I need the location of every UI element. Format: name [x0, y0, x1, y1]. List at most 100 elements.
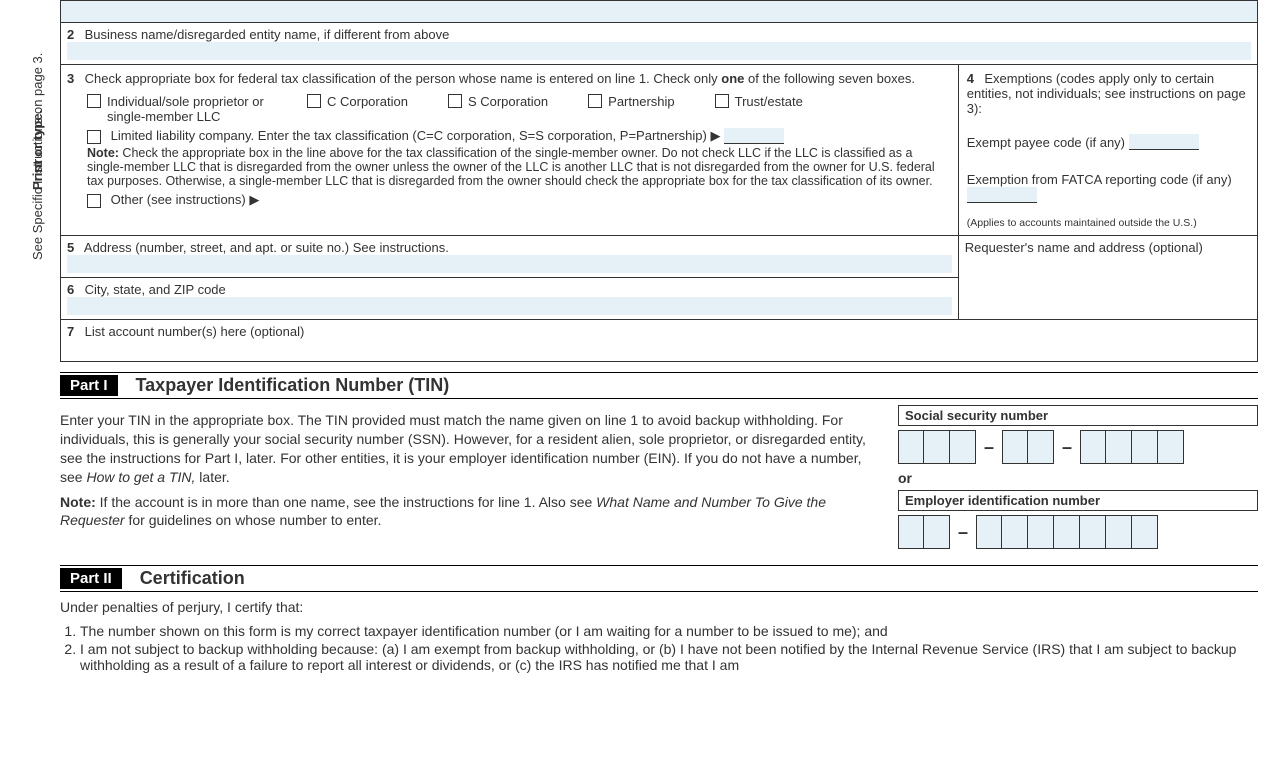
llc-note: Note: Check the appropriate box in the l…	[87, 146, 950, 188]
ein-boxes: –	[898, 515, 1258, 549]
ein-dash: –	[950, 522, 976, 543]
row6-input[interactable]	[67, 297, 952, 315]
ssn-label: Social security number	[898, 405, 1258, 426]
cbx-individual[interactable]	[87, 94, 101, 108]
ssn-dash1: –	[976, 437, 1002, 458]
row5-num: 5	[67, 240, 81, 255]
lbl-individual: Individual/sole proprietor or single-mem…	[107, 94, 267, 124]
fatca-applies: (Applies to accounts maintained outside …	[967, 217, 1249, 229]
ein-9[interactable]	[1132, 515, 1158, 549]
ssn-2[interactable]	[924, 430, 950, 464]
row2-input[interactable]	[67, 42, 1251, 60]
ssn-7[interactable]	[1106, 430, 1132, 464]
part1-para1-i: How to get a TIN,	[86, 469, 195, 485]
part1-note-b: Note:	[60, 494, 96, 510]
lbl-scorp: S Corporation	[468, 94, 548, 109]
row3-label-b: one	[721, 71, 744, 86]
part2-header: Part II Certification	[60, 565, 1258, 592]
ssn-4[interactable]	[1002, 430, 1028, 464]
exempt-payee-label: Exempt payee code (if any)	[967, 135, 1125, 150]
requester-cell: Requester's name and address (optional)	[958, 236, 1257, 320]
ein-2[interactable]	[924, 515, 950, 549]
row7-num: 7	[67, 324, 81, 339]
part2-title: Certification	[140, 568, 245, 589]
part1-body: Enter your TIN in the appropriate box. T…	[60, 405, 1258, 555]
row7-input[interactable]	[67, 339, 1251, 357]
row3-label-c: of the following seven boxes.	[744, 71, 915, 86]
ein-8[interactable]	[1106, 515, 1132, 549]
note-label: Note:	[87, 146, 119, 160]
row3-cell: 3 Check appropriate box for federal tax …	[61, 65, 959, 236]
row2-cell: 2 Business name/disregarded entity name,…	[61, 23, 1258, 65]
exempt-payee-input[interactable]	[1129, 134, 1199, 150]
other-row: Other (see instructions) ▶	[87, 192, 950, 208]
row4-num: 4	[967, 71, 981, 86]
ssn-dash2: –	[1054, 437, 1080, 458]
row5-label: Address (number, street, and apt. or sui…	[84, 240, 449, 255]
lbl-partnership: Partnership	[608, 94, 674, 109]
row6-label: City, state, and ZIP code	[85, 282, 226, 297]
row6-num: 6	[67, 282, 81, 297]
cert-1: The number shown on this form is my corr…	[80, 623, 1258, 639]
ssn-1[interactable]	[898, 430, 924, 464]
ssn-8[interactable]	[1132, 430, 1158, 464]
part1-header: Part I Taxpayer Identification Number (T…	[60, 372, 1258, 399]
ein-label: Employer identification number	[898, 490, 1258, 511]
row5-input[interactable]	[67, 255, 952, 273]
row5-cell: 5 Address (number, street, and apt. or s…	[61, 236, 959, 278]
lbl-ccorp: C Corporation	[327, 94, 408, 109]
or-label: or	[898, 470, 1258, 486]
row7-label: List account number(s) here (optional)	[85, 324, 305, 339]
form-upper-table: 2 Business name/disregarded entity name,…	[60, 0, 1258, 362]
row2-num: 2	[67, 27, 81, 42]
ssn-6[interactable]	[1080, 430, 1106, 464]
part1-title: Taxpayer Identification Number (TIN)	[136, 375, 450, 396]
row4-label: Exemptions (codes apply only to certain …	[967, 71, 1246, 116]
ein-3[interactable]	[976, 515, 1002, 549]
exempt-payee-row: Exempt payee code (if any)	[967, 134, 1249, 150]
side-instruction-b: Print or type.	[30, 110, 45, 190]
row3-label-a: Check appropriate box for federal tax cl…	[85, 71, 722, 86]
row7-cell: 7 List account number(s) here (optional)	[61, 320, 1258, 362]
llc-row: Limited liability company. Enter the tax…	[87, 128, 950, 144]
row3-num: 3	[67, 71, 81, 86]
ein-7[interactable]	[1080, 515, 1106, 549]
requester-label: Requester's name and address (optional)	[965, 240, 1203, 255]
fatca-row: Exemption from FATCA reporting code (if …	[967, 172, 1249, 203]
cbx-ccorp[interactable]	[307, 94, 321, 108]
part2-intro: Under penalties of perjury, I certify th…	[60, 598, 1258, 617]
part1-note-text: If the account is in more than one name,…	[96, 494, 596, 510]
row6-cell: 6 City, state, and ZIP code	[61, 278, 959, 320]
lbl-other: Other (see instructions) ▶	[111, 192, 260, 207]
cbx-partnership[interactable]	[588, 94, 602, 108]
part1-para1-end: later.	[195, 469, 229, 485]
certification-list: The number shown on this form is my corr…	[60, 623, 1258, 673]
ssn-3[interactable]	[950, 430, 976, 464]
lbl-trust: Trust/estate	[735, 94, 803, 109]
row4-cell: 4 Exemptions (codes apply only to certai…	[958, 65, 1257, 236]
row2-label: Business name/disregarded entity name, i…	[85, 27, 450, 42]
fatca-label: Exemption from FATCA reporting code (if …	[967, 172, 1232, 187]
part1-badge: Part I	[60, 375, 118, 396]
ein-6[interactable]	[1054, 515, 1080, 549]
ein-4[interactable]	[1002, 515, 1028, 549]
ein-1[interactable]	[898, 515, 924, 549]
part1-para1: Enter your TIN in the appropriate box. T…	[60, 411, 882, 487]
part1-note: Note: If the account is in more than one…	[60, 493, 882, 531]
fatca-input[interactable]	[967, 187, 1037, 203]
ssn-9[interactable]	[1158, 430, 1184, 464]
cbx-llc[interactable]	[87, 130, 101, 144]
row1-blue-fill[interactable]	[61, 1, 1258, 23]
ein-5[interactable]	[1028, 515, 1054, 549]
classification-checkboxes: Individual/sole proprietor or single-mem…	[87, 94, 950, 124]
cbx-other[interactable]	[87, 194, 101, 208]
part1-note-end: for guidelines on whose number to enter.	[125, 512, 382, 528]
cbx-trust[interactable]	[715, 94, 729, 108]
llc-class-input[interactable]	[724, 128, 784, 144]
ssn-5[interactable]	[1028, 430, 1054, 464]
cert-2: I am not subject to backup withholding b…	[80, 641, 1258, 673]
note-text: Check the appropriate box in the line ab…	[87, 146, 935, 188]
cbx-scorp[interactable]	[448, 94, 462, 108]
part2-badge: Part II	[60, 568, 122, 589]
ssn-boxes: – –	[898, 430, 1258, 464]
